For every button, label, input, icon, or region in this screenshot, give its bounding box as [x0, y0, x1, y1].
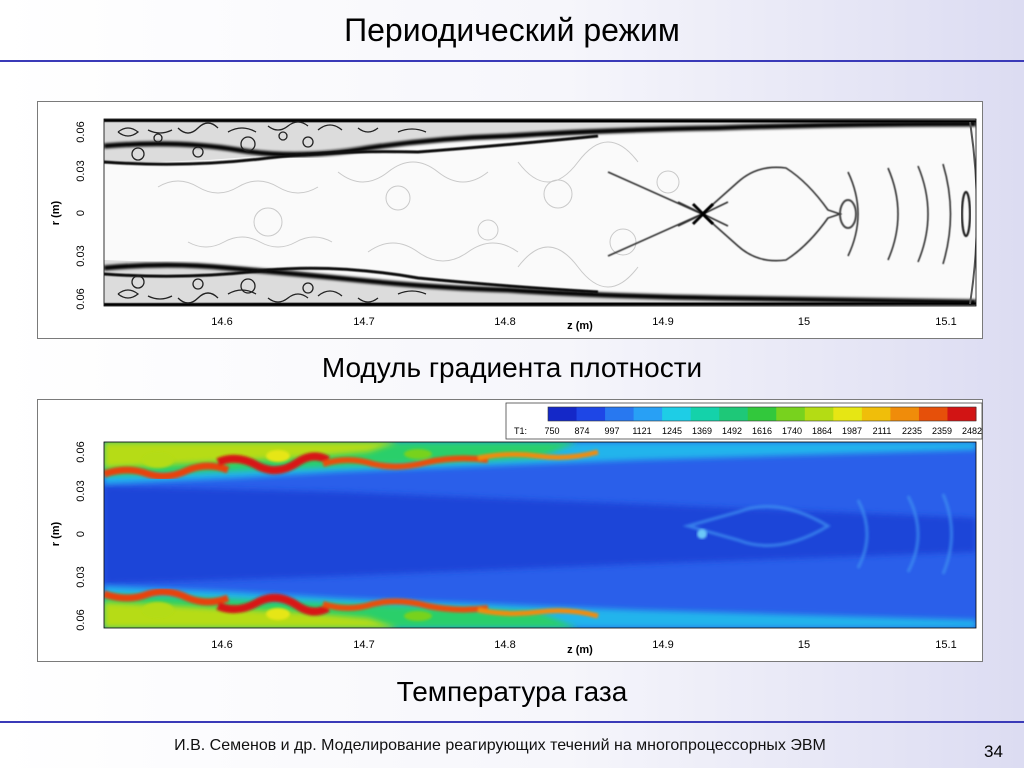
legend-variable: T1:	[514, 426, 527, 436]
temperature-x-ticks: 14.6 14.7 14.8 14.9 15 15.1	[211, 639, 956, 651]
legend-level-label: 750	[544, 426, 559, 436]
legend-level-label: 2359	[932, 426, 952, 436]
legend-level-label: 874	[574, 426, 589, 436]
legend-swatch	[890, 407, 920, 421]
density-x-ticks: 14.6 14.7 14.8 14.9 15 15.1	[211, 316, 956, 328]
legend-swatch	[690, 407, 720, 421]
legend-swatch	[833, 407, 863, 421]
slide-title: Периодический режим	[344, 12, 680, 48]
density-plot: 0.06 0.03 0 0.03 0.06 r (m) 14.6 14.7 14…	[50, 118, 977, 332]
svg-text:14.7: 14.7	[353, 316, 374, 328]
page-number: 34	[984, 742, 1003, 761]
temperature-plot-panel: T1: 750 874 997 1121 1245 1369 1492 1616 1740 186…	[37, 399, 983, 662]
density-x-label: z (m)	[567, 320, 593, 332]
legend-level-label: 2482	[962, 426, 982, 436]
density-y-ticks: 0.06 0.03 0 0.03 0.06	[75, 121, 87, 309]
legend-swatch	[776, 407, 806, 421]
legend-swatch	[605, 407, 635, 421]
legend-level-label: 1987	[842, 426, 862, 436]
legend-swatch	[747, 407, 777, 421]
legend-swatch	[804, 407, 834, 421]
svg-text:14.8: 14.8	[494, 316, 515, 328]
svg-text:14.6: 14.6	[211, 639, 232, 651]
temperature-legend: T1: 750 874 997 1121 1245 1369 1492 1616 1740 186…	[505, 402, 983, 440]
density-plot-panel: 0.06 0.03 0 0.03 0.06 r (m) 14.6 14.7 14…	[37, 101, 983, 339]
legend-swatch	[918, 407, 948, 421]
legend-level-label: 1616	[752, 426, 772, 436]
svg-text:14.8: 14.8	[494, 639, 515, 651]
svg-text:0.06: 0.06	[75, 441, 87, 462]
legend-level-label: 1369	[692, 426, 712, 436]
svg-text:0.03: 0.03	[75, 160, 87, 181]
svg-text:15.1: 15.1	[935, 639, 956, 651]
legend-level-label: 997	[604, 426, 619, 436]
legend-swatch	[576, 407, 606, 421]
legend-swatch	[662, 407, 692, 421]
svg-text:15: 15	[798, 639, 810, 651]
svg-text:14.7: 14.7	[353, 639, 374, 651]
svg-text:0: 0	[75, 210, 87, 216]
temperature-y-label: r (m)	[50, 521, 62, 546]
legend-level-label: 1245	[662, 426, 682, 436]
legend-level-label: 1121	[632, 426, 651, 436]
footer-divider	[0, 721, 1024, 723]
legend-level-label: 2111	[873, 426, 892, 436]
temperature-x-label: z (m)	[567, 644, 593, 656]
temperature-caption: Температура газа	[396, 676, 628, 707]
density-field	[104, 119, 976, 306]
svg-text:15.1: 15.1	[935, 316, 956, 328]
svg-text:0.03: 0.03	[75, 245, 87, 266]
density-caption: Модуль градиента плотности	[321, 352, 703, 383]
legend-swatch	[861, 407, 891, 421]
temperature-y-ticks: 0.06 0.03 0 0.03 0.06	[75, 441, 87, 630]
svg-text:14.6: 14.6	[211, 316, 232, 328]
temperature-field	[104, 442, 976, 628]
legend-swatch	[548, 407, 578, 421]
title-divider	[0, 60, 1024, 62]
svg-text:0: 0	[75, 531, 87, 537]
svg-text:14.9: 14.9	[652, 639, 673, 651]
legend-swatch	[947, 407, 977, 421]
svg-text:0.06: 0.06	[75, 288, 87, 309]
svg-text:0.06: 0.06	[75, 121, 87, 142]
footer-citation: И.В. Семенов и др. Моделирование реагиру…	[174, 737, 826, 754]
legend-swatch	[633, 407, 663, 421]
svg-text:15: 15	[798, 316, 810, 328]
svg-text:0.03: 0.03	[75, 480, 87, 501]
svg-text:14.9: 14.9	[652, 316, 673, 328]
svg-text:0.06: 0.06	[75, 609, 87, 630]
temperature-plot: T1: 750 874 997 1121 1245 1369 1492 1616 1740 186…	[50, 402, 983, 656]
density-y-label: r (m)	[50, 200, 62, 225]
legend-level-label: 1864	[812, 426, 832, 436]
legend-level-label: 1492	[722, 426, 742, 436]
svg-text:0.03: 0.03	[75, 566, 87, 587]
legend-swatch	[719, 407, 749, 421]
legend-level-label: 1740	[782, 426, 802, 436]
legend-level-label: 2235	[902, 426, 922, 436]
